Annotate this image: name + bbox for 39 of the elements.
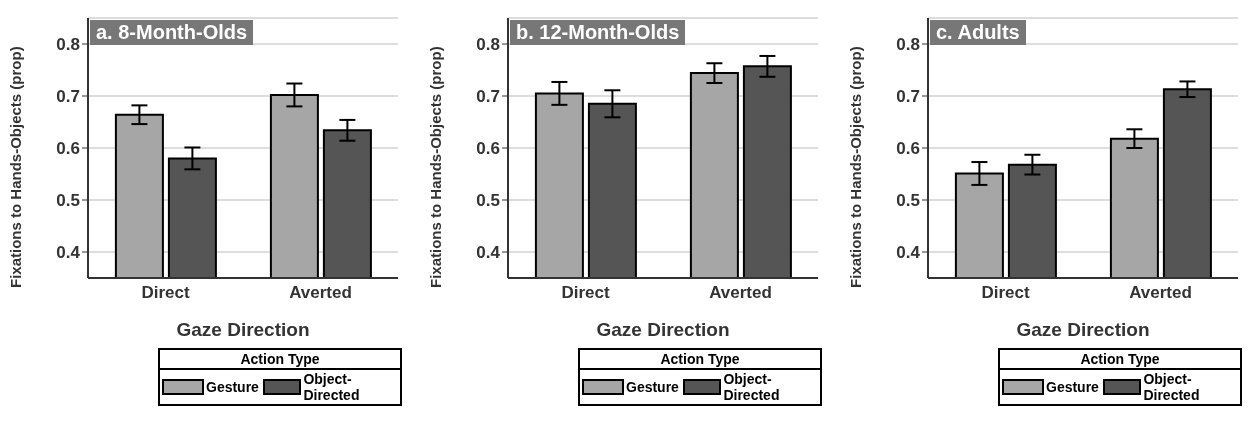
y-axis-title: Fixations to Hands-Objects (prop) (847, 46, 865, 288)
x-axis-title: Gaze Direction (1016, 319, 1150, 340)
y-tick-label: 0.7 (896, 87, 920, 107)
chart-title: b. 12-Month-Olds (510, 20, 686, 45)
y-tick-label: 0.8 (896, 35, 920, 55)
y-tick-label: 0.6 (56, 139, 80, 159)
y-tick-label: 0.5 (476, 191, 500, 211)
y-axis-title: Fixations to Hands-Objects (prop) (7, 46, 25, 288)
legend-label: Gesture (626, 379, 679, 395)
chart-title: c. Adults (930, 20, 1026, 45)
legend-label: Object-Directed (1143, 371, 1201, 403)
legend-label: Gesture (206, 379, 259, 395)
legend-label: Object-Directed (303, 371, 361, 403)
legend-title: Action Type (160, 350, 400, 370)
legend-title: Action Type (580, 350, 820, 370)
legend-label: Object-Directed (723, 371, 781, 403)
y-tick-label: 0.6 (476, 139, 500, 159)
y-tick-label: 0.4 (56, 243, 81, 263)
legend-label: Gesture (1046, 379, 1099, 395)
x-tick-label: Averted (289, 283, 352, 303)
x-tick-label: Direct (561, 283, 610, 303)
y-tick-label: 0.5 (896, 191, 920, 211)
y-tick-label: 0.4 (896, 243, 921, 263)
x-axis-title: Gaze Direction (176, 319, 310, 340)
y-tick-label: 0.5 (56, 191, 80, 211)
y-tick-label: 0.7 (476, 87, 500, 107)
x-tick-label: Averted (1129, 283, 1192, 303)
y-tick-label: 0.7 (56, 87, 80, 107)
x-tick-label: Averted (709, 283, 772, 303)
y-tick-label: 0.8 (56, 35, 80, 55)
x-tick-label: Direct (981, 283, 1030, 303)
y-tick-label: 0.8 (476, 35, 500, 55)
legend-title: Action Type (1000, 350, 1240, 370)
x-axis-title: Gaze Direction (596, 319, 730, 340)
y-tick-label: 0.6 (896, 139, 920, 159)
y-tick-label: 0.4 (476, 243, 501, 263)
chart-title: a. 8-Month-Olds (90, 20, 254, 45)
y-axis-title: Fixations to Hands-Objects (prop) (427, 46, 445, 288)
x-tick-label: Direct (141, 283, 190, 303)
